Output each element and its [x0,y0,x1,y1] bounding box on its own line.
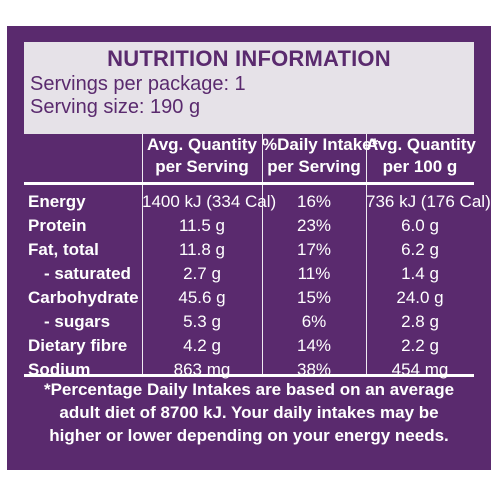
footnote: *Percentage Daily Intakes are based on a… [24,378,474,447]
header-rule [24,182,474,185]
row-per-100g: 6.0 g [401,216,439,235]
table-row: - sugars 5.3 g 6% 2.8 g [24,310,474,334]
row-per-serving: 45.6 g [178,288,226,307]
row-name: Dietary fibre [28,336,128,355]
row-per-100g: 6.2 g [401,240,439,259]
footnote-line: adult diet of 8700 kJ. Your daily intake… [59,403,439,422]
row-daily-intake: 14% [296,336,332,355]
table-row: Dietary fibre 4.2 g 14% 2.2 g [24,334,474,358]
footnote-line: higher or lower depending on your energy… [49,426,449,445]
row-per-serving: 1400 kJ (334 Cal) [142,192,277,211]
row-per-serving: 2.7 g [183,264,221,283]
table-row: Energy 1400 kJ (334 Cal) 16% 736 kJ (176… [24,190,491,214]
servings-info: Servings per package: 1 Serving size: 19… [30,73,246,119]
row-name: Fat, total [28,240,99,259]
footnote-line: *Percentage Daily Intakes are based on a… [43,380,455,399]
col-header-avg-per-100g: Avg. Quantity per 100 g [366,135,476,176]
table-row: Carbohydrate 45.6 g 15% 24.0 g [24,286,474,310]
row-daily-intake: 23% [296,216,332,235]
column-divider [366,134,367,374]
row-per-serving: 11.8 g [178,240,225,259]
row-name: Carbohydrate [28,288,139,307]
row-name: - saturated [44,264,131,283]
header-box: NUTRITION INFORMATION Servings per packa… [24,42,474,134]
col-header-avg-per-serving: Avg. Quantity per Serving [147,135,257,176]
row-name: Energy [28,192,86,211]
table-row: Protein 11.5 g 23% 6.0 g [24,214,474,238]
row-daily-intake: 17% [296,240,332,259]
row-daily-intake: 16% [296,192,332,211]
row-name: Protein [28,216,87,235]
servings-per-package: Servings per package: 1 [30,73,246,95]
nutrition-panel: NUTRITION INFORMATION Servings per packa… [7,26,491,470]
row-per-100g: 1.4 g [401,264,439,283]
table-row: Fat, total 11.8 g 17% 6.2 g [24,238,474,262]
column-divider [142,134,143,374]
row-per-serving: 5.3 g [183,312,221,331]
row-per-100g: 24.0 g [396,288,444,307]
panel-title: NUTRITION INFORMATION [107,46,391,71]
row-daily-intake: 11% [297,264,331,283]
row-per-serving: 11.5 g [178,216,225,235]
row-per-100g: 736 kJ (176 Cal) [366,192,491,211]
row-daily-intake: 6% [301,312,327,331]
serving-size: Serving size: 190 g [30,96,201,118]
footer-rule [24,374,474,377]
row-daily-intake: 15% [296,288,332,307]
row-per-serving: 4.2 g [183,336,221,355]
row-name: - sugars [44,312,111,331]
table-row: - saturated 2.7 g 11% 1.4 g [24,262,474,286]
row-per-100g: 2.2 g [401,336,439,355]
row-per-100g: 2.8 g [401,312,439,331]
col-header-daily-intake: %Daily Intake* per Serving [262,135,379,176]
column-divider [262,134,263,374]
